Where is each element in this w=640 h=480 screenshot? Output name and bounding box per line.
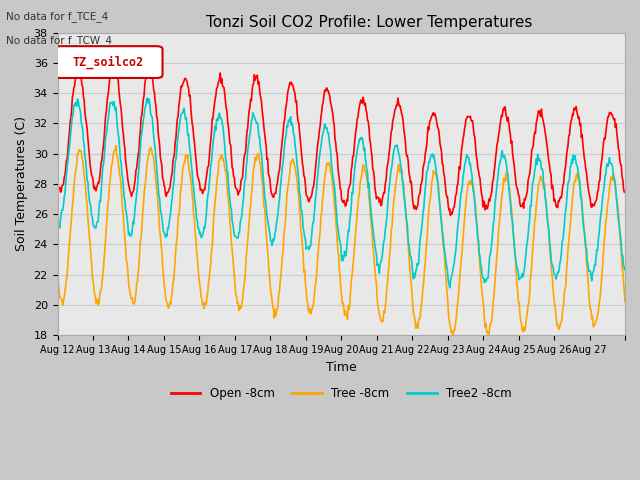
Tree2 -8cm — [225, 189, 233, 194]
Open -8cm — [447, 213, 454, 218]
Tree2 -8cm — [253, 120, 261, 125]
Legend: Open -8cm, Tree -8cm, Tree2 -8cm: Open -8cm, Tree -8cm, Tree2 -8cm — [166, 383, 516, 405]
Open -8cm — [275, 170, 283, 176]
Tree2 -8cm — [275, 202, 283, 207]
Open -8cm — [225, 132, 233, 138]
Tree -8cm — [275, 291, 283, 297]
Open -8cm — [621, 189, 629, 195]
Line: Open -8cm: Open -8cm — [58, 64, 625, 216]
Tree2 -8cm — [621, 267, 629, 273]
Tree -8cm — [121, 233, 129, 239]
Tree -8cm — [621, 299, 629, 305]
Tree2 -8cm — [401, 196, 408, 202]
Line: Tree -8cm: Tree -8cm — [58, 146, 625, 335]
Text: TZ_soilco2: TZ_soilco2 — [73, 55, 144, 69]
Text: No data for f_TCE_4: No data for f_TCE_4 — [6, 11, 109, 22]
Tree2 -8cm — [54, 216, 61, 221]
Tree -8cm — [485, 332, 493, 338]
Tree -8cm — [433, 173, 440, 179]
Open -8cm — [120, 140, 128, 146]
Open -8cm — [146, 61, 154, 67]
Tree2 -8cm — [120, 194, 128, 200]
Open -8cm — [433, 117, 440, 122]
Tree2 -8cm — [433, 169, 440, 175]
Open -8cm — [401, 132, 408, 138]
Tree -8cm — [112, 143, 120, 149]
X-axis label: Time: Time — [326, 360, 356, 373]
Tree -8cm — [401, 197, 408, 203]
Title: Tonzi Soil CO2 Profile: Lower Temperatures: Tonzi Soil CO2 Profile: Lower Temperatur… — [207, 15, 533, 30]
Tree -8cm — [225, 205, 233, 211]
Open -8cm — [253, 72, 261, 78]
Tree2 -8cm — [446, 285, 454, 291]
Tree -8cm — [253, 152, 261, 157]
FancyBboxPatch shape — [54, 46, 163, 78]
Y-axis label: Soil Temperatures (C): Soil Temperatures (C) — [15, 117, 28, 252]
Open -8cm — [54, 180, 61, 185]
Tree2 -8cm — [143, 96, 151, 101]
Text: No data for f_TCW_4: No data for f_TCW_4 — [6, 35, 113, 46]
Tree -8cm — [54, 278, 61, 284]
Line: Tree2 -8cm: Tree2 -8cm — [58, 98, 625, 288]
